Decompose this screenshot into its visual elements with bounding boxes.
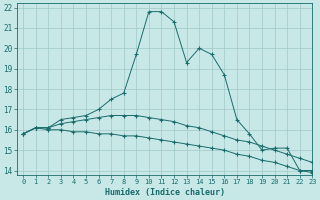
X-axis label: Humidex (Indice chaleur): Humidex (Indice chaleur) [105,188,225,197]
